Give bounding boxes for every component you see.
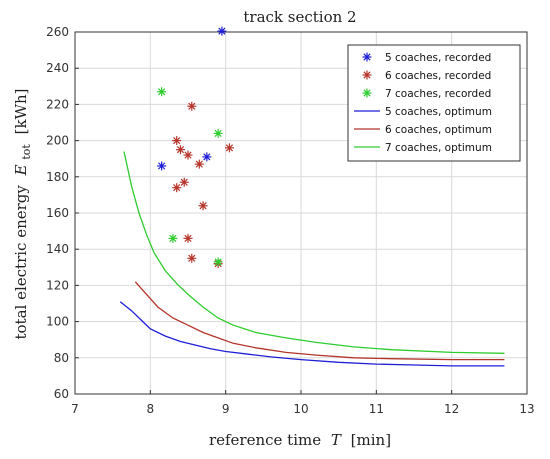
6-coaches-recorded-point-10 (187, 253, 197, 263)
7-coaches-recorded-point-2 (168, 233, 178, 243)
6-coaches-recorded-point-7 (172, 183, 182, 193)
legend-label-5-coaches-recorded: 5 coaches, recorded (385, 52, 491, 64)
series-points (157, 26, 234, 269)
5-coaches-recorded-point-1 (157, 161, 167, 171)
y-tick-label-7: 200 (46, 134, 69, 148)
legend-marker-5-coaches-recorded (362, 52, 372, 62)
6-coaches-recorded-point-6 (179, 177, 189, 187)
y-axis-label: total electric energy E tot [kWh] (12, 88, 34, 339)
y-tick-label-1: 80 (54, 351, 69, 365)
x-tick-label-6: 13 (519, 402, 534, 416)
7-coaches-optimum-line (123, 151, 505, 354)
x-tick-label-4: 11 (369, 402, 384, 416)
x-tick-label-2: 9 (222, 402, 230, 416)
x-axis-unit: [min] (351, 431, 391, 449)
y-axis-symbol: E (12, 164, 30, 176)
x-axis-label: reference time T [min] (209, 431, 391, 449)
x-axis-label-text: reference time (209, 431, 321, 449)
x-tick-label-5: 12 (444, 402, 459, 416)
y-tick-label-0: 60 (54, 387, 69, 401)
6-coaches-recorded-point-1 (172, 136, 182, 146)
x-tick-label-3: 10 (293, 402, 308, 416)
y-tick-label-10: 260 (46, 25, 69, 39)
legend-label-6-coaches-optimum: 6 coaches, optimum (385, 124, 492, 136)
legend-label-7-coaches-optimum: 7 coaches, optimum (385, 142, 492, 154)
x-tick-label-0: 7 (71, 402, 79, 416)
5-coaches-recorded-point-2 (202, 152, 212, 162)
legend-box (347, 44, 521, 162)
7-coaches-recorded-point-0 (157, 87, 167, 97)
6-coaches-recorded-point-3 (183, 150, 193, 160)
6-coaches-recorded-point-9 (183, 233, 193, 243)
legend-marker-6-coaches-recorded (362, 70, 372, 80)
y-axis-unit: [kWh] (12, 88, 30, 134)
legend: 5 coaches, recorded 6 coaches, recorded 7 … (347, 44, 521, 162)
7-coaches-recorded-point-3 (213, 257, 223, 267)
7-coaches-recorded-point-1 (213, 128, 223, 138)
y-tick-label-6: 180 (46, 170, 69, 184)
y-tick-label-5: 160 (46, 206, 69, 220)
y-tick-label-4: 140 (46, 242, 69, 256)
y-tick-label-9: 240 (46, 61, 69, 75)
6-coaches-optimum-line (134, 281, 505, 361)
y-tick-label-3: 120 (46, 278, 69, 292)
6-coaches-recorded-point-4 (224, 143, 234, 153)
6-coaches-recorded-point-8 (198, 201, 208, 211)
legend-label-7-coaches-recorded: 7 coaches, recorded (385, 88, 491, 100)
x-tick-label-1: 8 (147, 402, 155, 416)
legend-label-6-coaches-recorded: 6 coaches, recorded (385, 70, 491, 82)
y-axis-label-text: total electric energy (12, 185, 30, 340)
y-tick-label-8: 220 (46, 97, 69, 111)
ticks: 7 8 9 10 11 12 13 60 80 100 120 140 160 180 200 220 240 2… (46, 25, 535, 416)
chart-title: track section 2 (243, 8, 356, 26)
x-axis-symbol: T (331, 431, 342, 449)
series-lines (119, 151, 505, 367)
legend-label-5-coaches-optimum: 5 coaches, optimum (385, 106, 492, 118)
y-axis-subscript: tot (20, 144, 33, 160)
6-coaches-recorded-point-5 (194, 159, 204, 169)
legend-marker-7-coaches-recorded (362, 88, 372, 98)
6-coaches-recorded-point-2 (175, 145, 185, 155)
5-coaches-optimum-line (119, 301, 505, 367)
6-coaches-recorded-point-0 (187, 101, 197, 111)
y-tick-label-2: 100 (46, 315, 69, 329)
5-coaches-recorded-point-0 (217, 26, 227, 36)
